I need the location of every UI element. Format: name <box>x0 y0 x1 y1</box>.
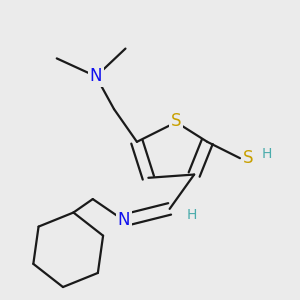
Text: H: H <box>187 208 197 222</box>
Text: N: N <box>118 211 130 229</box>
Text: S: S <box>243 149 253 167</box>
Text: H: H <box>261 147 272 161</box>
Text: N: N <box>90 68 102 85</box>
Text: S: S <box>171 112 181 130</box>
